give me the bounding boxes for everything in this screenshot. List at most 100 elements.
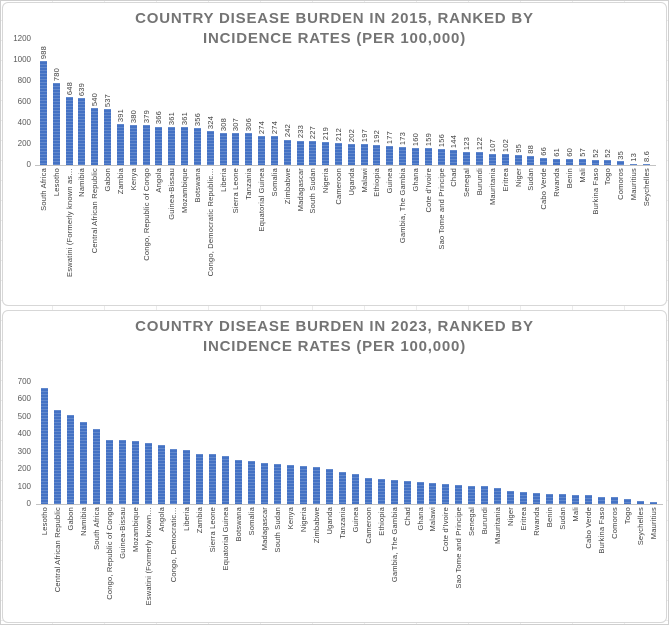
bar[interactable] [373, 144, 381, 165]
bar[interactable] [390, 480, 398, 504]
bar[interactable] [636, 500, 644, 504]
bar[interactable] [442, 483, 450, 504]
bar[interactable] [411, 148, 419, 165]
bar[interactable] [118, 440, 126, 504]
bar[interactable] [533, 493, 541, 504]
bar[interactable] [157, 444, 165, 504]
bar[interactable] [481, 486, 489, 504]
bar[interactable] [322, 142, 330, 165]
bar[interactable] [235, 460, 243, 504]
bar[interactable] [403, 480, 411, 504]
bar[interactable] [338, 472, 346, 504]
bar[interactable] [78, 97, 86, 165]
bar[interactable] [296, 140, 304, 165]
bar[interactable] [416, 481, 424, 504]
bar[interactable] [155, 126, 163, 165]
bar[interactable] [40, 388, 48, 504]
bar[interactable] [540, 158, 548, 165]
bar[interactable] [105, 439, 113, 504]
bar[interactable] [131, 440, 139, 504]
bar[interactable] [183, 450, 191, 504]
bar[interactable] [520, 491, 528, 504]
bar[interactable] [463, 152, 471, 165]
bar[interactable] [351, 473, 359, 504]
bar[interactable] [258, 136, 266, 165]
bar[interactable] [274, 463, 282, 504]
bar[interactable] [245, 132, 253, 165]
bar[interactable] [168, 127, 176, 165]
bar[interactable] [219, 132, 227, 165]
bar[interactable] [399, 146, 407, 165]
bar[interactable] [144, 443, 152, 504]
bar[interactable] [104, 108, 112, 165]
bar[interactable] [312, 466, 320, 504]
bar-value-label: 648 [64, 81, 74, 95]
bar[interactable] [584, 495, 592, 504]
category-label: Guinea-Bissau [167, 168, 177, 220]
bar[interactable] [476, 152, 484, 165]
bar[interactable] [553, 158, 561, 165]
bar[interactable] [437, 148, 445, 165]
bar[interactable] [196, 453, 204, 504]
bar[interactable] [623, 498, 631, 504]
bar[interactable] [116, 123, 124, 165]
bar[interactable] [193, 127, 201, 165]
bar[interactable] [591, 159, 599, 165]
bar[interactable] [364, 477, 372, 504]
bar[interactable] [232, 132, 240, 165]
bar[interactable] [53, 409, 61, 504]
bar[interactable] [170, 449, 178, 504]
bar[interactable] [287, 464, 295, 504]
bar[interactable] [597, 496, 605, 504]
bar[interactable] [630, 163, 638, 165]
bar[interactable] [424, 148, 432, 165]
bar[interactable] [92, 429, 100, 504]
bar[interactable] [386, 146, 394, 165]
bar[interactable] [514, 155, 522, 165]
bar[interactable] [335, 142, 342, 165]
bar[interactable] [283, 139, 291, 165]
bar[interactable] [360, 144, 368, 165]
bar[interactable] [571, 494, 579, 504]
bar[interactable] [142, 125, 150, 165]
bar[interactable] [429, 483, 437, 504]
bar[interactable] [604, 159, 612, 165]
bar[interactable] [65, 96, 73, 165]
chart-2023[interactable]: COUNTRY DISEASE BURDEN IN 2023, RANKED B… [2, 310, 667, 623]
bar[interactable] [610, 497, 618, 504]
bar[interactable] [507, 491, 515, 504]
bar[interactable] [39, 61, 47, 165]
bar[interactable] [309, 141, 317, 165]
bar[interactable] [455, 485, 463, 504]
bar[interactable] [450, 149, 458, 165]
bar[interactable] [565, 158, 573, 165]
bar[interactable] [299, 465, 307, 504]
bar[interactable] [494, 488, 502, 504]
bar[interactable] [468, 485, 476, 504]
bar[interactable] [617, 161, 625, 165]
bar[interactable] [649, 501, 657, 504]
bar[interactable] [501, 154, 509, 165]
bar[interactable] [79, 422, 87, 504]
bar[interactable] [52, 83, 60, 165]
bar[interactable] [206, 130, 214, 165]
bar[interactable] [642, 164, 650, 165]
bar[interactable] [558, 494, 566, 504]
bar[interactable] [181, 127, 189, 165]
bar[interactable] [527, 155, 535, 165]
bar[interactable] [578, 159, 586, 165]
bar[interactable] [325, 468, 333, 504]
bar[interactable] [488, 153, 496, 165]
bar[interactable] [261, 462, 269, 504]
bar[interactable] [129, 125, 137, 165]
bar[interactable] [66, 415, 74, 504]
bar[interactable] [209, 454, 217, 504]
bar[interactable] [91, 108, 99, 165]
bar[interactable] [222, 455, 230, 504]
bar[interactable] [377, 479, 385, 504]
chart-2015[interactable]: COUNTRY DISEASE BURDEN IN 2015, RANKED B… [2, 2, 667, 306]
bar[interactable] [270, 136, 278, 165]
bar[interactable] [248, 461, 256, 504]
bar[interactable] [546, 493, 554, 504]
bar[interactable] [347, 143, 355, 165]
